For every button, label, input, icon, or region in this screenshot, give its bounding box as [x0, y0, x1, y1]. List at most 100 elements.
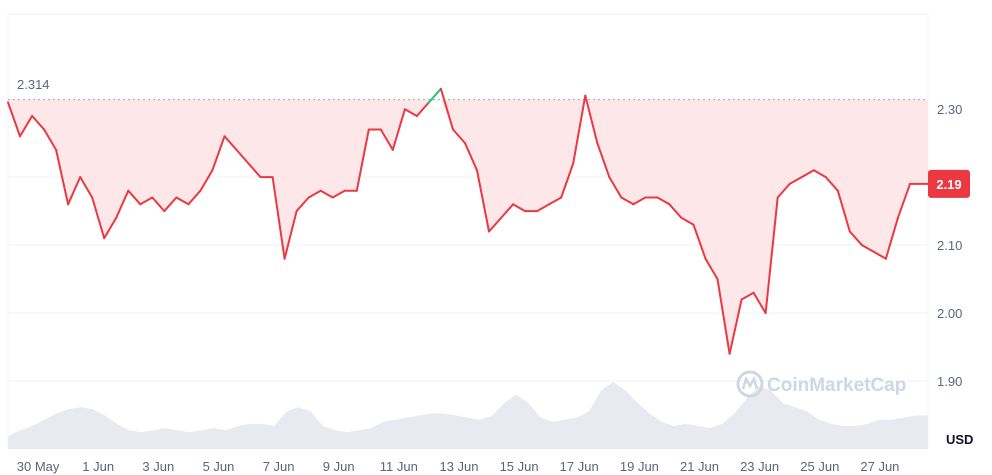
- price-line: [7, 87, 929, 355]
- price-line-segment: [235, 148, 250, 165]
- price-line-segment: [476, 169, 490, 233]
- price-line-segment: [896, 182, 911, 219]
- price-line-segment: [331, 189, 346, 199]
- price-line-segment: [403, 108, 418, 117]
- price-line-segment: [43, 128, 58, 151]
- price-line-segment: [884, 216, 899, 260]
- y-tick-label: 1.90: [937, 374, 962, 389]
- x-tick-label: 21 Jun: [680, 459, 719, 474]
- x-tick-label: 30 May: [17, 459, 60, 474]
- price-line-segment: [716, 278, 731, 355]
- price-line-segment: [91, 196, 106, 240]
- price-line-segment: [175, 196, 190, 206]
- x-tick-label: 3 Jun: [142, 459, 174, 474]
- price-line-segment: [572, 94, 587, 165]
- price-line-segment: [415, 101, 430, 117]
- price-line-segment: [860, 244, 875, 253]
- coinmarketcap-watermark: CoinMarketCap: [736, 370, 906, 398]
- price-line-segment: [151, 196, 166, 213]
- price-line-segment: [187, 189, 202, 206]
- price-line-segment: [247, 162, 262, 179]
- price-line-segment: [7, 101, 21, 138]
- price-line-segment: [584, 94, 599, 145]
- price-line-segment: [656, 196, 671, 206]
- x-tick-label: 17 Jun: [560, 459, 599, 474]
- price-line-segment: [728, 298, 743, 355]
- price-line-segment: [668, 203, 683, 219]
- price-line-segment: [764, 196, 779, 315]
- price-line-segment: [271, 176, 286, 260]
- x-tick-label: 15 Jun: [500, 459, 539, 474]
- price-line-segment: [596, 142, 611, 179]
- price-line-segment: [788, 176, 803, 185]
- price-line-segment: [872, 250, 887, 260]
- price-line-segment: [500, 203, 515, 219]
- price-line-segment: [836, 189, 851, 233]
- price-line-segment: [692, 223, 707, 260]
- last-price-label: 2.19: [936, 177, 961, 192]
- price-line-segment: [391, 108, 406, 151]
- volume-area: [8, 382, 928, 449]
- coinmarketcap-logo-icon: [736, 370, 764, 398]
- price-line-segment: [512, 203, 527, 213]
- reference-value-label: 2.314: [17, 77, 50, 92]
- watermark-text: CoinMarketCap: [767, 375, 906, 396]
- price-line-segment: [848, 230, 863, 247]
- price-line-segment: [295, 196, 310, 213]
- price-line-segment: [307, 189, 322, 199]
- price-fill-area: [8, 99, 928, 354]
- y-tick-label: 2.00: [937, 306, 962, 321]
- price-line-segment: [19, 115, 34, 138]
- price-line-segment: [31, 115, 46, 131]
- price-line-segment: [740, 291, 755, 301]
- x-tick-label: 11 Jun: [380, 459, 418, 474]
- price-line-segment: [752, 291, 767, 315]
- price-line-segment: [283, 210, 298, 260]
- x-tick-label: 27 Jun: [860, 459, 899, 474]
- x-tick-label: 13 Jun: [439, 459, 478, 474]
- price-line-segment: [560, 162, 575, 199]
- y-axis-ticks: 1.90 2.00 2.10 2.30: [937, 102, 962, 389]
- price-line-segment: [223, 135, 238, 151]
- price-line-segment: [319, 189, 334, 199]
- y-tick-label: 2.10: [937, 238, 962, 253]
- price-line-segment: [488, 216, 503, 233]
- below-reference-fill: [8, 99, 928, 354]
- x-tick-label: 23 Jun: [740, 459, 779, 474]
- price-line-segment: [680, 216, 695, 226]
- price-line-segment: [103, 216, 118, 240]
- volume-area-shape: [8, 382, 928, 449]
- x-tick-label: 5 Jun: [203, 459, 235, 474]
- price-line-segment: [211, 135, 226, 172]
- price-line-segment: [163, 196, 178, 213]
- price-line-segment: [115, 189, 130, 219]
- price-line-segment: [704, 257, 719, 281]
- x-tick-label: 9 Jun: [323, 459, 355, 474]
- last-price-badge: 2.19: [928, 169, 970, 198]
- currency-unit-label: USD: [946, 432, 973, 447]
- price-line-segment: [67, 176, 82, 206]
- price-line-segment: [608, 176, 623, 199]
- price-line-segment: [776, 182, 791, 199]
- price-line-segment: [824, 176, 839, 192]
- x-axis-ticks: 30 May 1 Jun 3 Jun 5 Jun 7 Jun 9 Jun 11 Jun 13 …: [17, 459, 900, 474]
- x-tick-label: 1 Jun: [82, 459, 114, 474]
- price-line-segment: [199, 169, 214, 192]
- price-line-segment: [139, 196, 154, 206]
- price-line-segment: [548, 196, 563, 206]
- x-tick-label: 25 Jun: [800, 459, 839, 474]
- price-line-segment: [379, 128, 394, 151]
- price-line-segment: [632, 196, 647, 206]
- price-line-segment: [427, 87, 442, 104]
- price-line-segment: [439, 87, 454, 131]
- x-tick-label: 7 Jun: [263, 459, 295, 474]
- price-line-segment: [536, 203, 551, 213]
- price-line-segment: [812, 169, 827, 179]
- reference-label: 2.314: [12, 75, 56, 93]
- price-line-segment: [452, 128, 466, 145]
- price-line-segment: [464, 142, 478, 172]
- price-line-segment: [355, 128, 370, 192]
- price-line-segment: [620, 196, 635, 206]
- price-line-segment: [800, 169, 815, 179]
